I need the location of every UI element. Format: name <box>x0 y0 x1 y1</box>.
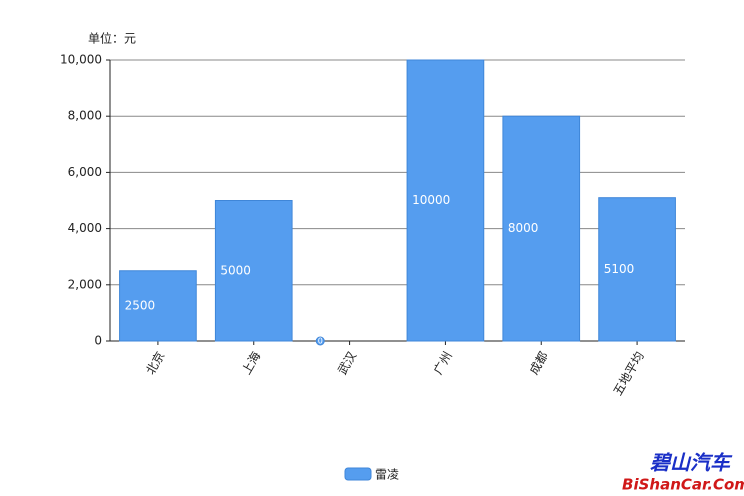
x-tick-label: 成都 <box>527 349 551 377</box>
unit-label: 单位：元 <box>88 31 136 46</box>
y-tick-label: 10,000 <box>60 53 102 67</box>
watermark-title: 碧山汽车 <box>650 451 733 475</box>
data-label: 8000 <box>508 221 539 235</box>
data-label: 0 <box>318 337 323 346</box>
x-tick-label: 武汉 <box>335 349 359 377</box>
y-tick-label: 2,000 <box>68 277 102 291</box>
bar <box>406 59 485 342</box>
x-tick-label: 五地平均 <box>611 349 647 398</box>
legend-label: 雷凌 <box>375 468 399 482</box>
zero-marker <box>315 336 325 346</box>
x-tick-label: 北京 <box>143 349 167 377</box>
legend-swatch <box>344 467 372 481</box>
watermark-site: BiShanCar.Com <box>622 476 744 494</box>
bar <box>502 115 581 342</box>
bar <box>598 197 676 342</box>
x-tick-label: 上海 <box>238 349 263 377</box>
data-label: 2500 <box>125 298 156 312</box>
data-label: 10000 <box>412 193 450 207</box>
x-tick-label: 广州 <box>431 349 455 377</box>
bar <box>119 270 197 342</box>
data-label: 5000 <box>220 263 251 277</box>
data-label: 5100 <box>604 262 635 276</box>
bar <box>214 200 293 342</box>
y-tick-label: 6,000 <box>68 165 102 179</box>
y-tick-label: 0 <box>94 334 102 348</box>
y-tick-label: 4,000 <box>68 221 102 235</box>
y-tick-label: 8,000 <box>68 109 102 123</box>
